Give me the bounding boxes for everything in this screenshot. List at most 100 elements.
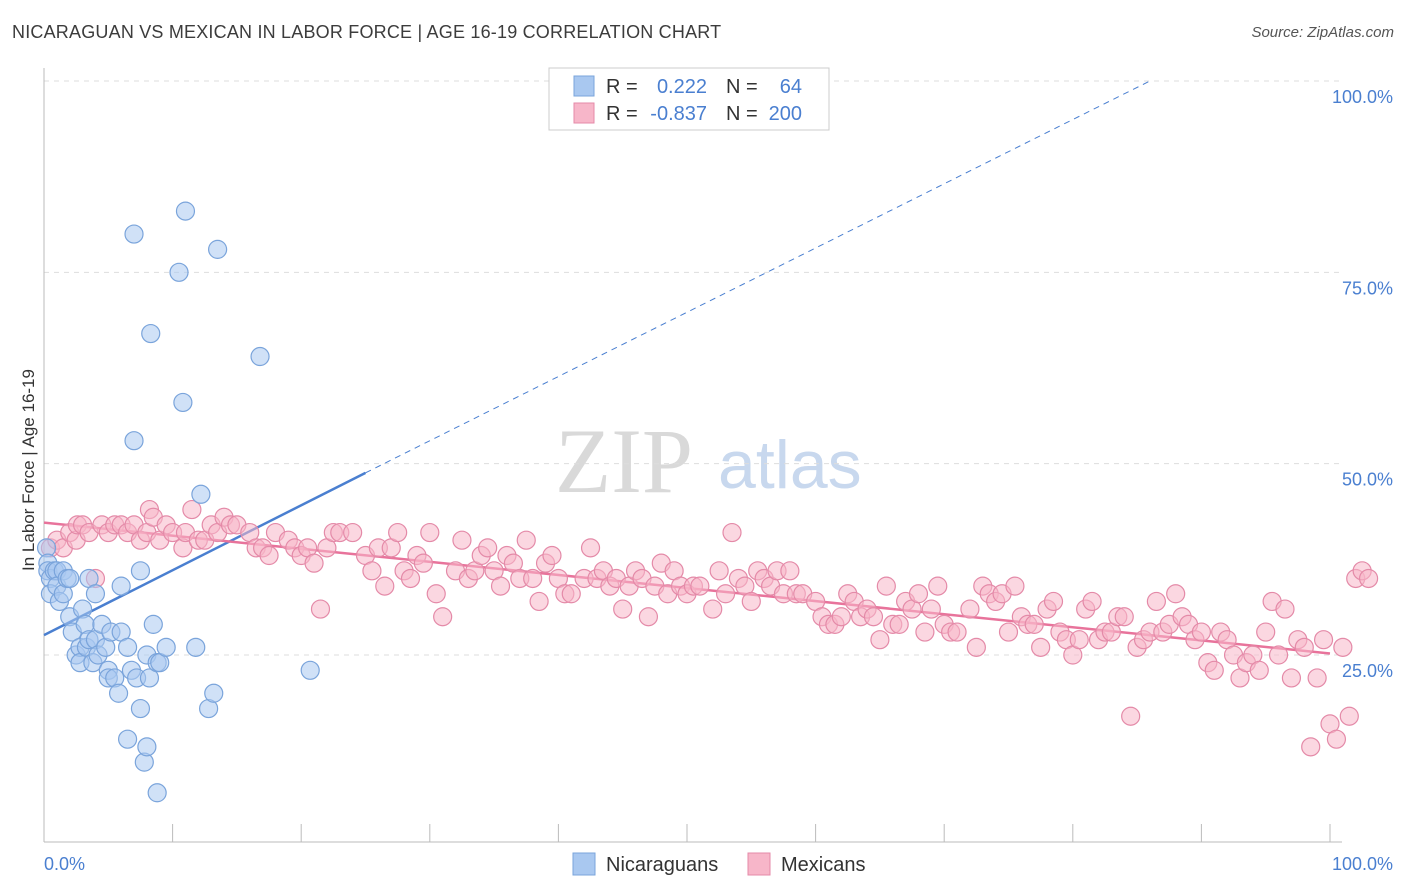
point-mexicans-80 bbox=[580, 538, 601, 558]
point-nicaraguans-40 bbox=[124, 224, 144, 244]
point-nicaraguans-42 bbox=[130, 561, 151, 581]
legend-bottom-label-mexicans: Mexicans bbox=[781, 854, 865, 876]
point-mexicans-129 bbox=[908, 584, 929, 604]
point-mexicans-75 bbox=[542, 545, 562, 566]
point-mexicans-193 bbox=[1326, 729, 1347, 749]
point-nicaraguans-62 bbox=[250, 346, 270, 367]
point-mexicans-198 bbox=[1358, 568, 1379, 589]
y-tick-label-50: 50.0% bbox=[1342, 470, 1393, 490]
point-mexicans-101 bbox=[722, 522, 742, 543]
point-nicaraguans-33 bbox=[108, 683, 129, 703]
point-mexicans-190 bbox=[1307, 668, 1327, 688]
legend-bottom: Nicaraguans Mexicans bbox=[572, 852, 865, 876]
legend-n-label-1: N = bbox=[726, 76, 758, 98]
point-mexicans-78 bbox=[561, 584, 581, 604]
y-tick-label-75: 75.0% bbox=[1342, 278, 1393, 298]
legend-bottom-label-nicaraguans: Nicaraguans bbox=[606, 854, 718, 876]
point-mexicans-160 bbox=[1114, 607, 1134, 627]
point-nicaraguans-63 bbox=[300, 660, 320, 680]
point-mexicans-123 bbox=[870, 630, 890, 650]
chart-title: NICARAGUAN VS MEXICAN IN LABOR FORCE | A… bbox=[12, 22, 722, 42]
data-points bbox=[36, 201, 1379, 803]
point-mexicans-161 bbox=[1121, 706, 1141, 726]
point-mexicans-58 bbox=[426, 584, 446, 604]
point-nicaraguans-36 bbox=[117, 637, 138, 657]
y-tick-label-25: 25.0% bbox=[1342, 661, 1393, 681]
point-mexicans-54 bbox=[400, 568, 421, 589]
point-mexicans-149 bbox=[1043, 591, 1064, 612]
point-mexicans-89 bbox=[638, 607, 659, 627]
watermark-atlas: atlas bbox=[718, 427, 862, 503]
point-mexicans-61 bbox=[452, 530, 472, 550]
point-nicaraguans-43 bbox=[130, 698, 151, 719]
point-mexicans-165 bbox=[1146, 591, 1166, 612]
point-nicaraguans-48 bbox=[141, 323, 161, 344]
point-nicaraguans-12 bbox=[60, 568, 80, 589]
point-mexicans-142 bbox=[998, 622, 1019, 642]
point-mexicans-137 bbox=[966, 637, 986, 657]
point-mexicans-124 bbox=[876, 576, 896, 596]
point-mexicans-189 bbox=[1301, 737, 1321, 757]
watermark-zip: ZIP bbox=[555, 410, 693, 512]
point-mexicans-172 bbox=[1191, 622, 1212, 642]
point-nicaraguans-25 bbox=[85, 584, 106, 604]
point-mexicans-126 bbox=[889, 614, 909, 634]
point-mexicans-48 bbox=[362, 561, 382, 581]
point-mexicans-168 bbox=[1166, 584, 1186, 604]
point-mexicans-56 bbox=[413, 553, 433, 573]
point-mexicans-191 bbox=[1313, 630, 1334, 650]
point-nicaraguans-46 bbox=[137, 737, 157, 757]
point-mexicans-65 bbox=[478, 538, 498, 558]
legend-top: R = 0.222 N = 64 R = -0.837 N = 200 bbox=[548, 67, 830, 131]
legend-bottom-swatch-nicaraguans bbox=[572, 852, 596, 876]
point-nicaraguans-49 bbox=[143, 614, 163, 634]
legend-r-value-2: -0.837 bbox=[650, 103, 707, 125]
legend-swatch-mexicans bbox=[573, 102, 595, 124]
point-mexicans-71 bbox=[516, 530, 536, 550]
trend-line-nicaraguans bbox=[43, 471, 367, 637]
point-mexicans-35 bbox=[259, 545, 279, 566]
point-mexicans-135 bbox=[947, 622, 967, 642]
point-nicaraguans-60 bbox=[204, 683, 224, 703]
legend-r-label-2: R = bbox=[606, 103, 638, 125]
point-mexicans-146 bbox=[1024, 614, 1044, 634]
point-nicaraguans-39 bbox=[124, 431, 144, 451]
point-mexicans-122 bbox=[863, 607, 884, 627]
point-nicaraguans-61 bbox=[208, 239, 228, 259]
point-mexicans-155 bbox=[1082, 591, 1102, 612]
point-mexicans-136 bbox=[960, 599, 980, 619]
legend-bottom-swatch-mexicans bbox=[747, 852, 771, 876]
point-mexicans-73 bbox=[529, 591, 549, 612]
legend-n-label-2: N = bbox=[726, 103, 758, 125]
point-nicaraguans-37 bbox=[117, 729, 138, 749]
point-mexicans-59 bbox=[433, 607, 453, 627]
y-tick-labels: 25.0% 50.0% 75.0% 100.0% bbox=[1332, 87, 1393, 681]
point-mexicans-52 bbox=[388, 522, 408, 543]
point-mexicans-110 bbox=[780, 561, 800, 581]
point-mexicans-41 bbox=[304, 553, 324, 573]
point-nicaraguans-54 bbox=[169, 262, 189, 282]
y-axis-title: In Labor Force | Age 16-19 bbox=[19, 369, 38, 571]
point-mexicans-117 bbox=[831, 607, 851, 627]
point-mexicans-50 bbox=[375, 576, 395, 596]
point-nicaraguans-47 bbox=[139, 668, 160, 688]
chart-source: Source: ZipAtlas.com bbox=[1251, 24, 1394, 41]
legend-swatch-nicaraguans bbox=[573, 75, 595, 97]
point-mexicans-174 bbox=[1204, 660, 1224, 680]
legend-n-value-1: 64 bbox=[780, 76, 802, 98]
point-mexicans-131 bbox=[921, 599, 941, 619]
point-mexicans-194 bbox=[1333, 637, 1353, 657]
point-mexicans-72 bbox=[523, 568, 543, 589]
point-mexicans-100 bbox=[715, 584, 736, 604]
point-mexicans-184 bbox=[1268, 645, 1289, 665]
legend-r-value-1: 0.222 bbox=[657, 76, 707, 98]
point-mexicans-185 bbox=[1275, 599, 1295, 619]
point-mexicans-186 bbox=[1281, 668, 1302, 688]
point-mexicans-46 bbox=[343, 522, 363, 543]
point-nicaraguans-34 bbox=[111, 576, 131, 596]
point-mexicans-188 bbox=[1294, 637, 1314, 657]
point-mexicans-24 bbox=[182, 499, 202, 520]
point-nicaraguans-55 bbox=[173, 392, 193, 413]
y-tick-label-100: 100.0% bbox=[1332, 87, 1393, 107]
x-tick-label-max: 100.0% bbox=[1332, 854, 1393, 874]
